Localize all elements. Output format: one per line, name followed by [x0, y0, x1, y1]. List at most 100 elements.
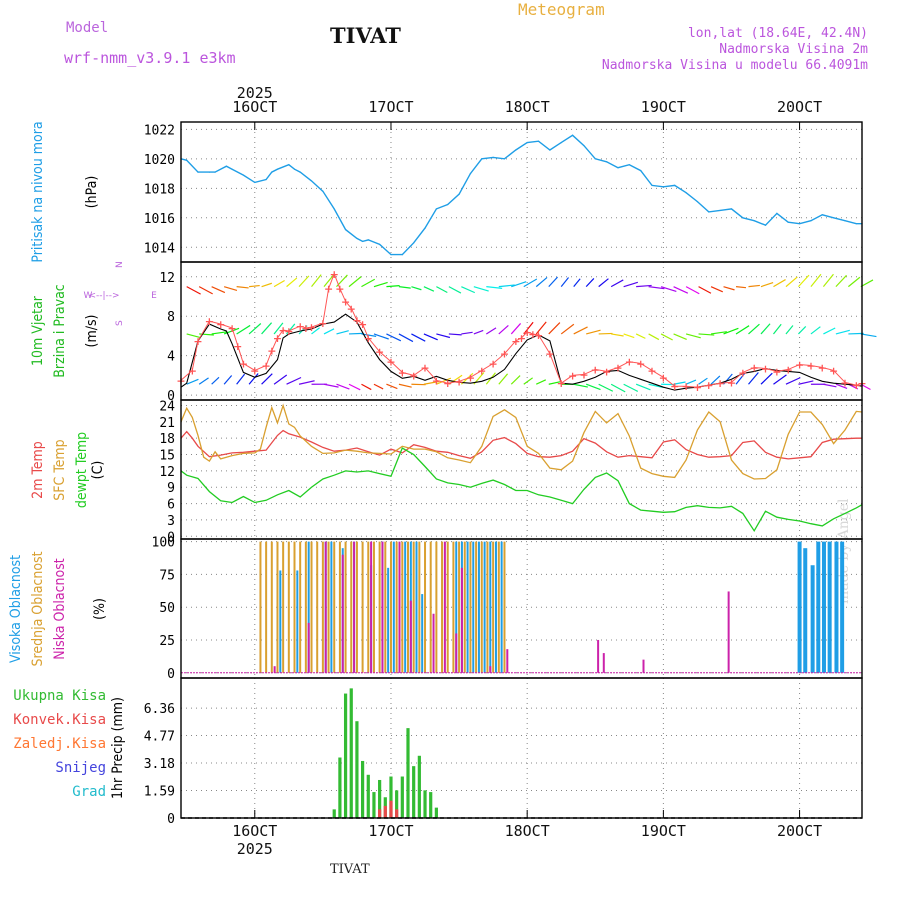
y-tick-label: 12	[159, 271, 175, 286]
wind-barb	[448, 333, 462, 336]
gust-marker: +	[364, 332, 373, 345]
series-line-dewpt-temp	[180, 447, 863, 533]
wind-barb	[623, 383, 639, 392]
cloud-bar	[392, 541, 395, 673]
compass-east: E	[151, 291, 157, 301]
wind-barb	[261, 322, 273, 335]
wind-barb	[223, 327, 240, 335]
wind-barb	[560, 277, 570, 288]
wind-barb	[623, 333, 635, 339]
wind-unit: (m/s)	[84, 315, 100, 348]
gust-marker: +	[273, 332, 282, 345]
cloud-bar	[602, 653, 605, 673]
pressure-point	[730, 208, 733, 210]
compass-south: S	[115, 320, 125, 326]
y-tick-label: 0	[167, 530, 175, 545]
series-line-udari	[180, 272, 863, 388]
y-tick-label: 4	[167, 350, 175, 365]
wind-barb	[348, 276, 362, 288]
wind-barb	[298, 275, 310, 288]
gust-marker: +	[517, 332, 526, 345]
x-tick-top: 20OCT	[777, 98, 822, 116]
series-line-pritisak-na-nivou-mora	[180, 134, 862, 256]
wind-barb	[510, 375, 521, 385]
cloud-bar	[276, 541, 279, 673]
wind-barb	[211, 331, 228, 335]
wind-barb	[798, 326, 807, 335]
cloud-bar	[810, 565, 815, 673]
wind-barb	[448, 286, 462, 294]
gust-marker: +	[693, 381, 702, 394]
pressure-point	[662, 186, 664, 188]
wind-barb	[860, 333, 877, 338]
wind-barb	[423, 286, 435, 292]
pressure-point	[254, 181, 256, 184]
wind-barb	[186, 333, 201, 339]
wind-barb	[236, 324, 251, 335]
wind-barb	[760, 323, 771, 335]
wind-barb	[523, 377, 533, 385]
wind-barb	[748, 372, 759, 385]
wind-barb	[598, 383, 614, 392]
y-tick-label: 25	[159, 634, 175, 649]
gust-marker: +	[528, 328, 537, 341]
gust-marker: +	[250, 364, 259, 377]
cloud-bar	[821, 541, 826, 673]
sfc-temp-label: SFC Temp	[52, 439, 68, 500]
wind-barb	[785, 377, 801, 385]
cloud-bar	[429, 541, 432, 673]
cloud-bar	[489, 541, 492, 673]
cloud-bar	[287, 541, 290, 673]
gust-marker: +	[523, 326, 532, 339]
gust-marker: +	[375, 346, 384, 359]
wind-barb	[598, 332, 613, 335]
precip-legend-item: Zaledj.Kisa	[13, 736, 106, 752]
wind-barb	[423, 333, 438, 341]
y-tick-label: 15	[159, 449, 175, 464]
gust-marker: +	[647, 364, 656, 377]
wind-barb	[398, 383, 412, 388]
series-line-brzina	[180, 313, 863, 391]
pressure-point	[271, 171, 273, 173]
wind-barb	[860, 279, 874, 288]
gust-marker: +	[205, 315, 214, 328]
wind-label-2: Brzina i Pravac	[52, 284, 68, 378]
pressure-point	[299, 171, 301, 173]
wind-barb	[323, 273, 335, 288]
y-tick-label: 24	[159, 399, 175, 414]
cloud-bar	[460, 567, 463, 673]
cloud-bar	[407, 541, 409, 673]
cloud-bar	[597, 639, 600, 673]
wind-barb	[373, 383, 384, 390]
gust-marker: +	[750, 361, 759, 374]
gust-marker: +	[772, 365, 781, 378]
precip-bar	[417, 755, 421, 818]
gust-marker: +	[613, 361, 622, 374]
wind-barb	[560, 323, 575, 335]
wind-barb	[611, 333, 624, 337]
pressure-point	[310, 180, 313, 182]
wind-barb	[423, 380, 439, 385]
cloud-bar	[432, 613, 435, 673]
cloud-bar	[387, 567, 390, 673]
cloud-bar	[441, 541, 444, 673]
pressure-point	[606, 161, 608, 163]
wind-barb	[648, 383, 663, 389]
cloud-bar	[398, 541, 401, 673]
gust-marker: +	[568, 369, 577, 382]
pressure-point	[469, 172, 472, 175]
wind-barb	[473, 329, 484, 335]
panel-frame-temperature	[180, 399, 863, 540]
pressure-point	[810, 220, 812, 222]
gust-marker: +	[301, 322, 310, 335]
cloud-bar	[381, 541, 384, 673]
cloud-bar	[480, 541, 483, 673]
cloud-bar	[642, 659, 645, 673]
wind-barb	[723, 286, 735, 291]
x-tick-top: 17OCT	[368, 98, 413, 116]
y-tick-label: 8	[167, 310, 175, 325]
precip-bar	[383, 805, 387, 818]
wind-barb	[586, 329, 601, 335]
wind-barb	[698, 333, 715, 336]
wind-barb	[636, 284, 652, 288]
